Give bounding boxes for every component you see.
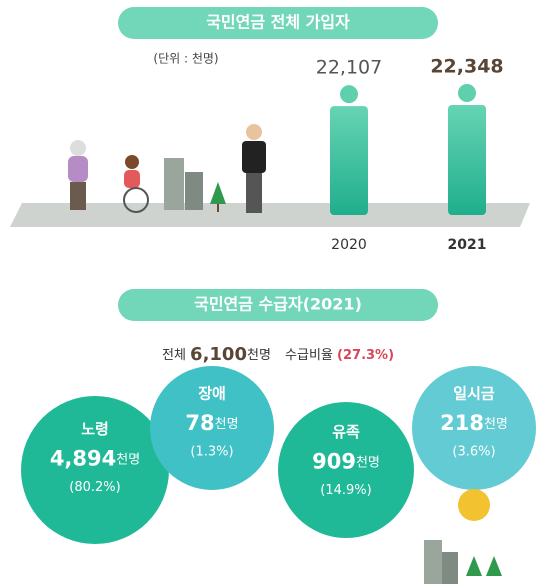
group-share: (80.2%) [69,480,120,495]
group-count: 78 [185,411,214,435]
year-label: 2020 [331,237,367,253]
year-label: 2021 [448,237,487,253]
total-value: 6,100 [190,344,247,365]
ratio: (27.3%) [337,348,394,363]
total-unit: 천명 [247,348,271,363]
group-name: 노령 [81,420,109,438]
section-title: 국민연금 수급자(2021) [194,295,362,314]
illustration [68,124,266,213]
group-count: 4,894 [50,446,116,470]
group-name: 장애 [198,384,226,402]
total-prefix: 전체 [162,348,186,363]
section-title: 국민연금 전체 가입자 [206,13,350,32]
bar [448,105,486,215]
bar-head [340,85,358,103]
ratio-label: 수급비율 [285,348,333,363]
group-unit: 천명 [215,416,239,431]
group-unit: 천명 [116,452,140,467]
group-name: 유족 [332,423,360,441]
coin-icon [458,489,490,521]
group-share: (1.3%) [190,444,233,459]
illustration [424,540,502,584]
unit: (단위 : 천명) [153,51,218,66]
group-unit: 천명 [484,416,508,431]
group-name: 일시금 [453,384,495,402]
infographic: 국민연금 전체 가입자 (단위 : 천명) 22,107 2020 22,348 20… [0,0,537,586]
bar-head [458,84,476,102]
total-line: 전체 6,100천명 수급비율 (27.3%) [162,344,394,365]
value-label: 22,107 [316,57,382,79]
value-label: 22,348 [430,56,503,78]
bar [330,106,368,215]
group-count: 218 [440,411,484,435]
group-share: (14.9%) [320,483,371,498]
group-share: (3.6%) [452,444,495,459]
group-count: 909 [312,450,356,474]
group-unit: 천명 [356,455,380,470]
